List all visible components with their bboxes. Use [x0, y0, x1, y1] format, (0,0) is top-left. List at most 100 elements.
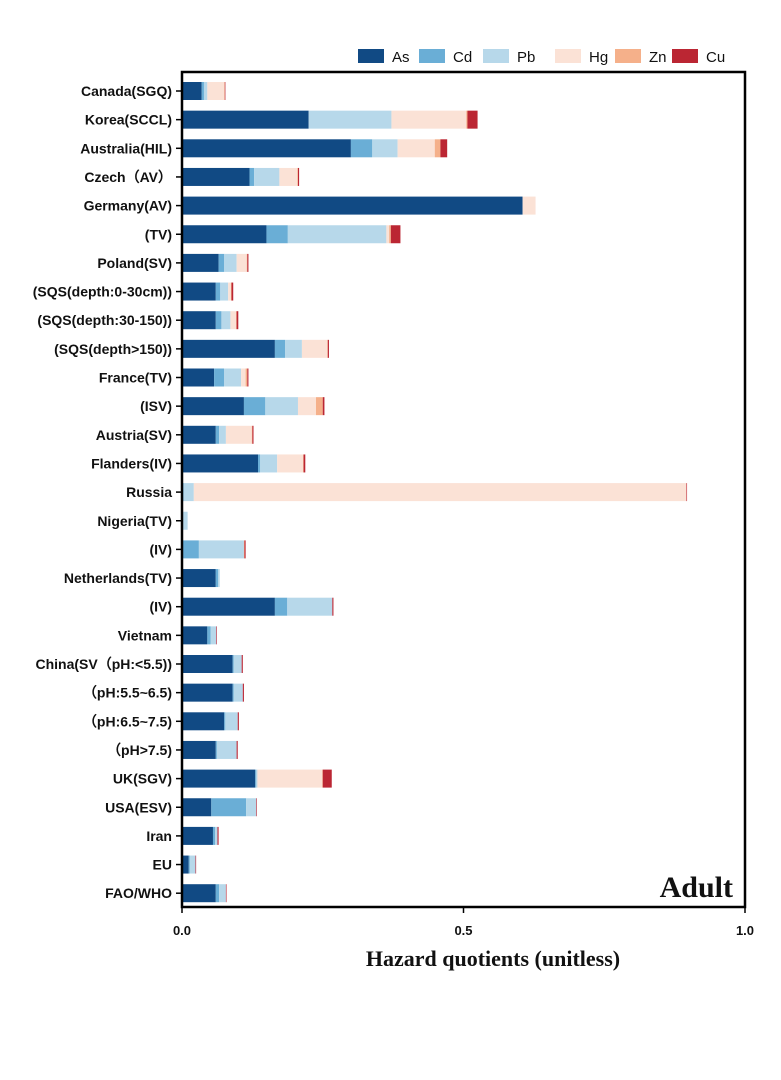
- bar-segment-zn-12: [251, 425, 253, 444]
- bar-segment-hg-24: [257, 769, 323, 788]
- bar-segment-cd-8: [215, 311, 222, 330]
- bar-segment-hg-6: [236, 253, 247, 272]
- bar-segment-zn-9: [327, 339, 328, 358]
- legend-label-cd: Cd: [453, 49, 472, 66]
- bar-segment-cu-18: [332, 597, 334, 616]
- bar-segment-cd-28: [215, 884, 220, 903]
- bar-segment-cu-12: [252, 425, 254, 444]
- category-label-9: (SQS(depth>150)): [54, 341, 172, 357]
- bar-segment-pb-1: [308, 110, 392, 129]
- bar-segment-cd-20: [232, 655, 234, 673]
- bar-segment-cu-28: [225, 884, 227, 903]
- category-label-6: Poland(SV): [97, 255, 172, 271]
- bar-segment-cu-7: [231, 282, 234, 301]
- category-label-23: （pH>7.5): [107, 742, 172, 758]
- bar-segment-zn-2: [434, 139, 441, 158]
- category-label-7: (SQS(depth:0-30cm)): [33, 284, 172, 300]
- bar-segment-as-25: [182, 798, 212, 817]
- bar-segment-pb-2: [372, 139, 398, 158]
- bar-segment-pb-20: [233, 655, 242, 673]
- bar-segment-as-2: [182, 139, 351, 158]
- bar-segment-as-12: [182, 425, 216, 444]
- bar-segment-as-23: [182, 740, 216, 759]
- bar-segment-as-18: [182, 597, 275, 616]
- bar-segment-pb-13: [260, 454, 278, 473]
- bar-segment-pb-15: [183, 511, 188, 530]
- bar-segment-hg-1: [391, 110, 467, 129]
- bar-segment-cd-10: [214, 368, 225, 387]
- bar-segment-cd-9: [274, 339, 286, 358]
- bar-segment-as-5: [182, 225, 267, 244]
- bar-segment-cd-5: [266, 225, 288, 244]
- bar-segment-pb-19: [210, 626, 217, 645]
- bar-segment-cd-23: [215, 740, 217, 759]
- bar-segment-pb-21: [233, 683, 243, 702]
- bar-segment-pb-6: [224, 253, 237, 272]
- category-label-24: UK(SGV): [113, 771, 172, 787]
- bar-segment-as-28: [182, 884, 216, 903]
- bar-segment-pb-12: [219, 425, 226, 444]
- bar-segment-pb-7: [220, 282, 229, 301]
- bar-segment-hg-7: [228, 282, 231, 301]
- category-label-16: (IV): [149, 541, 172, 557]
- bar-segment-hg-12: [225, 425, 252, 444]
- bar-segment-hg-14: [193, 483, 687, 502]
- category-label-4: Germany(AV): [84, 198, 172, 214]
- bar-segment-zn-0: [224, 82, 225, 100]
- bar-segment-cd-27: [188, 855, 190, 874]
- category-label-15: Nigeria(TV): [97, 513, 172, 529]
- x-tick-label-2: 1.0: [736, 923, 754, 938]
- panel-label: Adult: [660, 871, 733, 904]
- category-label-17: Netherlands(TV): [64, 570, 172, 586]
- bar-segment-as-1: [182, 110, 309, 129]
- bar-segment-cu-25: [256, 798, 257, 817]
- category-label-22: （pH:6.5~7.5): [83, 713, 172, 729]
- bar-segment-as-13: [182, 454, 258, 473]
- bar-segment-as-17: [182, 569, 216, 588]
- bar-segment-cu-24: [322, 769, 332, 788]
- bar-segment-cu-23: [236, 740, 238, 759]
- bar-segment-cu-8: [236, 311, 239, 330]
- bar-segment-as-27: [182, 855, 189, 874]
- category-label-18: (IV): [149, 599, 172, 615]
- bar-segment-cd-12: [215, 425, 220, 444]
- bar-segment-cd-17: [215, 569, 219, 588]
- category-label-27: EU: [153, 857, 172, 873]
- bar-segment-as-19: [182, 626, 208, 645]
- bar-segment-as-0: [182, 82, 202, 100]
- bar-segment-cd-16: [182, 540, 199, 559]
- bar-segment-as-7: [182, 282, 216, 301]
- bar-segment-as-4: [182, 196, 523, 215]
- bar-segment-zn-7: [230, 282, 232, 301]
- bar-segment-cd-13: [258, 454, 261, 473]
- bar-segment-zn-24: [322, 769, 323, 788]
- bar-segment-pb-8: [221, 311, 231, 330]
- bar-segment-pb-28: [219, 884, 226, 903]
- category-label-12: Austria(SV): [96, 427, 172, 443]
- bar-segment-pb-24: [256, 769, 258, 788]
- bar-segment-as-26: [182, 826, 213, 845]
- category-label-13: Flanders(IV): [91, 455, 172, 471]
- bar-segment-cd-26: [212, 826, 216, 845]
- bar-segment-hg-9: [301, 339, 328, 358]
- bar-segment-pb-3: [254, 167, 280, 186]
- category-label-19: Vietnam: [118, 627, 172, 643]
- bar-segment-cu-9: [327, 339, 329, 358]
- bar-segment-hg-13: [277, 454, 304, 473]
- x-tick-label-0: 0.0: [173, 923, 191, 938]
- bar-segment-hg-4: [522, 196, 536, 215]
- bar-segment-zn-5: [389, 225, 391, 244]
- legend: As Cd Pb Hg Zn Cu: [358, 49, 725, 66]
- bar-segment-cu-5: [390, 225, 401, 244]
- bar-segment-hg-11: [297, 397, 316, 416]
- bar-segment-cd-24: [255, 769, 257, 788]
- bar-segment-cu-14: [686, 483, 688, 502]
- bar-segment-cu-3: [297, 167, 300, 186]
- bar-segment-as-20: [182, 655, 233, 673]
- category-label-25: USA(ESV): [105, 799, 172, 815]
- bar-segment-cu-0: [224, 82, 226, 100]
- legend-swatch-zn: [615, 49, 641, 63]
- legend-label-pb: Pb: [517, 49, 535, 66]
- category-label-21: （pH:5.5~6.5): [83, 685, 172, 701]
